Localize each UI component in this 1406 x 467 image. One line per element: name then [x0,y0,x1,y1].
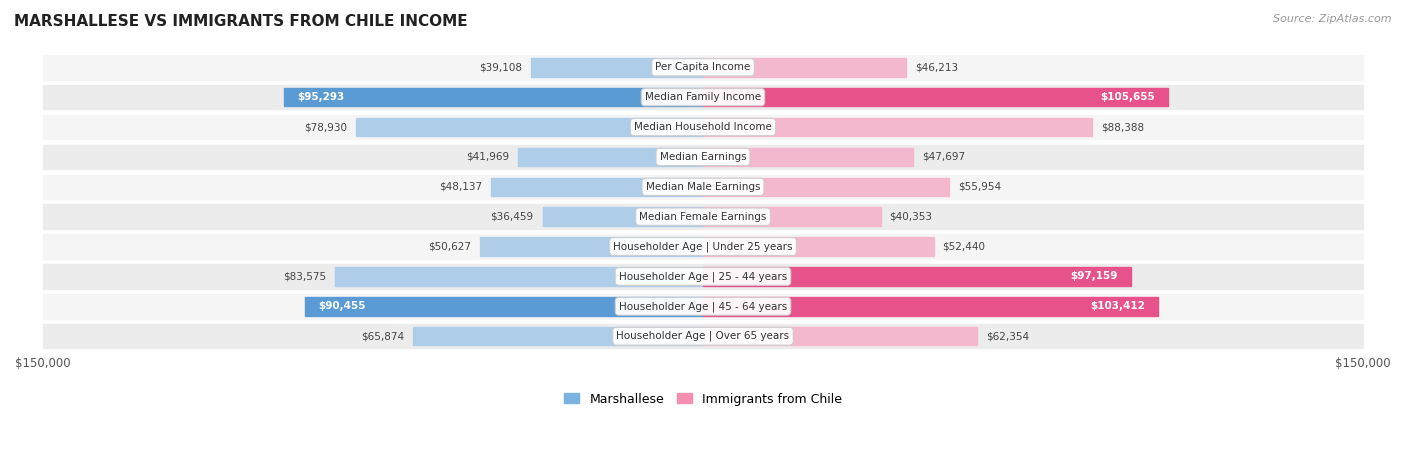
Text: Source: ZipAtlas.com: Source: ZipAtlas.com [1274,14,1392,24]
Text: MARSHALLESE VS IMMIGRANTS FROM CHILE INCOME: MARSHALLESE VS IMMIGRANTS FROM CHILE INC… [14,14,468,29]
Bar [481,237,703,256]
Text: $103,412: $103,412 [1090,301,1144,311]
Text: $48,137: $48,137 [439,182,482,192]
Bar [42,264,1364,289]
Bar [703,327,977,346]
Text: Median Family Income: Median Family Income [645,92,761,102]
Bar [284,88,703,106]
Bar [703,118,1092,136]
Bar [703,177,949,196]
Bar [42,324,1364,348]
Bar [42,55,1364,79]
Bar [703,88,1168,106]
Text: $88,388: $88,388 [1101,122,1144,132]
Text: $52,440: $52,440 [942,241,986,252]
Text: $47,697: $47,697 [922,152,965,162]
Text: $50,627: $50,627 [429,241,471,252]
Bar [531,58,703,77]
Bar [42,175,1364,199]
Bar [413,327,703,346]
Text: $39,108: $39,108 [479,62,522,72]
Bar [703,207,880,226]
Bar [42,294,1364,318]
Text: Householder Age | 45 - 64 years: Householder Age | 45 - 64 years [619,301,787,311]
Bar [703,297,1159,316]
Bar [335,267,703,286]
Bar [42,205,1364,229]
Text: Median Female Earnings: Median Female Earnings [640,212,766,222]
Bar [42,85,1364,109]
Text: $78,930: $78,930 [304,122,347,132]
Text: $55,954: $55,954 [957,182,1001,192]
Text: $83,575: $83,575 [283,271,326,282]
Bar [305,297,703,316]
Bar [703,58,907,77]
Bar [543,207,703,226]
Text: Householder Age | Over 65 years: Householder Age | Over 65 years [616,331,790,341]
Text: Householder Age | 25 - 44 years: Householder Age | 25 - 44 years [619,271,787,282]
Legend: Marshallese, Immigrants from Chile: Marshallese, Immigrants from Chile [560,388,846,410]
Text: $46,213: $46,213 [915,62,959,72]
Bar [42,145,1364,169]
Bar [42,115,1364,139]
Text: Median Earnings: Median Earnings [659,152,747,162]
Text: $95,293: $95,293 [297,92,344,102]
Text: $62,354: $62,354 [986,331,1029,341]
Text: $97,159: $97,159 [1070,271,1118,282]
Text: $65,874: $65,874 [361,331,405,341]
Text: $105,655: $105,655 [1099,92,1154,102]
Bar [356,118,703,136]
Text: $40,353: $40,353 [890,212,932,222]
Text: $36,459: $36,459 [491,212,534,222]
Text: $41,969: $41,969 [467,152,509,162]
Bar [491,177,703,196]
Bar [703,237,934,256]
Text: Median Male Earnings: Median Male Earnings [645,182,761,192]
Bar [42,234,1364,259]
Text: $90,455: $90,455 [318,301,366,311]
Text: Per Capita Income: Per Capita Income [655,62,751,72]
Text: Householder Age | Under 25 years: Householder Age | Under 25 years [613,241,793,252]
Text: Median Household Income: Median Household Income [634,122,772,132]
Bar [519,148,703,166]
Bar [703,148,912,166]
Bar [703,267,1130,286]
